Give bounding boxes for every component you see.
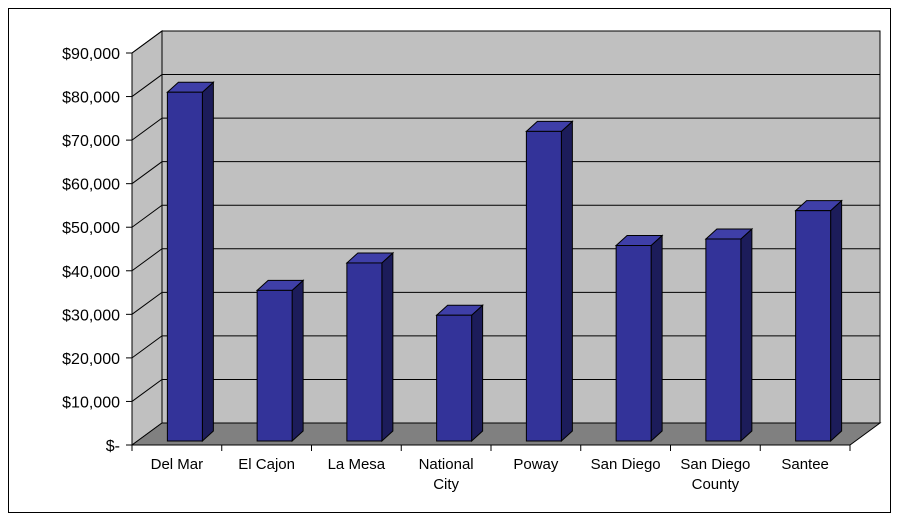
floor	[130, 422, 882, 446]
bar-side	[381, 251, 394, 443]
x-category-label: San Diego	[680, 456, 750, 473]
gridline	[131, 204, 880, 228]
x-category-label: San Diego	[591, 456, 661, 473]
y-tick-label: $50,000	[62, 220, 120, 237]
bar-side	[830, 199, 843, 443]
x-category-label: La Mesa	[328, 456, 386, 473]
x-category-label: City	[433, 476, 459, 493]
x-category-label: County	[692, 476, 740, 493]
bar-side	[740, 227, 753, 443]
y-tick-label: $20,000	[62, 351, 120, 368]
y-tick-label: $40,000	[62, 264, 120, 281]
y-tick-label: $60,000	[62, 177, 120, 194]
bar	[795, 210, 832, 442]
bar	[525, 130, 562, 442]
y-tick-label: $70,000	[62, 133, 120, 150]
bar-side	[201, 81, 214, 443]
y-tick-label: $30,000	[62, 307, 120, 324]
gridline	[131, 117, 880, 141]
bar	[346, 262, 383, 442]
bar	[705, 238, 742, 442]
bar	[436, 314, 473, 442]
bar-side	[650, 234, 663, 443]
x-category-label: Poway	[513, 456, 559, 473]
x-category-label: Santee	[781, 456, 829, 473]
gridline	[131, 74, 880, 97]
bar-side	[471, 304, 484, 443]
chart-frame: $- $10,000 $20,000 $30,000 $40,000 $50,000 $60…	[8, 8, 891, 513]
bar-side	[560, 120, 573, 443]
y-tick-label: $90,000	[62, 46, 120, 63]
bar	[166, 91, 203, 442]
y-tick-label: $10,000	[62, 394, 120, 411]
gridline	[131, 30, 880, 54]
gridline	[131, 161, 880, 185]
x-category-label: National	[419, 456, 474, 473]
x-category-label: El Cajon	[238, 456, 295, 473]
y-tick-label: $80,000	[62, 90, 120, 107]
bar	[615, 245, 652, 442]
x-category-label: Del Mar	[151, 456, 204, 473]
bar-side	[291, 279, 304, 443]
y-tick-label: $-	[106, 438, 120, 455]
bar-chart: $- $10,000 $20,000 $30,000 $40,000 $50,000 $60…	[62, 30, 882, 493]
bar	[256, 289, 293, 442]
